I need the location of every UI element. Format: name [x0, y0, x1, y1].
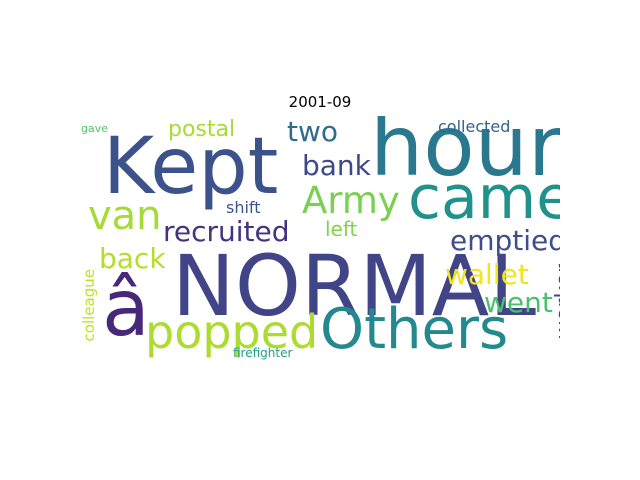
word-two: two [287, 116, 339, 148]
word-normal: NORMAL [172, 237, 537, 335]
word-postal: postal [168, 117, 236, 142]
word-colleague: colleague [80, 269, 98, 342]
chart-title: 2001-09 [288, 93, 352, 111]
word-came: came [408, 163, 560, 233]
word-army: Army [302, 179, 400, 222]
word-wallet: wallet [445, 258, 529, 291]
word-collected: collected [438, 117, 511, 136]
word-shift: shift [226, 198, 261, 217]
word-back: back [99, 242, 166, 275]
word-left: left [325, 217, 358, 241]
word-cloud: NORMAL hour Kept came Others â popped Ar… [80, 116, 560, 360]
word-firefighter: firefighter [233, 346, 293, 360]
word-van: van [88, 193, 162, 239]
word-a-circumflex: â [102, 264, 150, 354]
word-kept: Kept [103, 122, 279, 212]
word-others: Others [320, 297, 509, 360]
word-worker: worker [552, 264, 560, 340]
word-hour: hour [370, 116, 560, 195]
word-popped: popped [145, 305, 319, 359]
word-went: went [484, 286, 553, 319]
word-recruited: recruited [163, 215, 290, 248]
word-gave: gave [81, 122, 109, 135]
word-bank: bank [302, 149, 371, 182]
word-emptied: emptied [450, 224, 560, 257]
